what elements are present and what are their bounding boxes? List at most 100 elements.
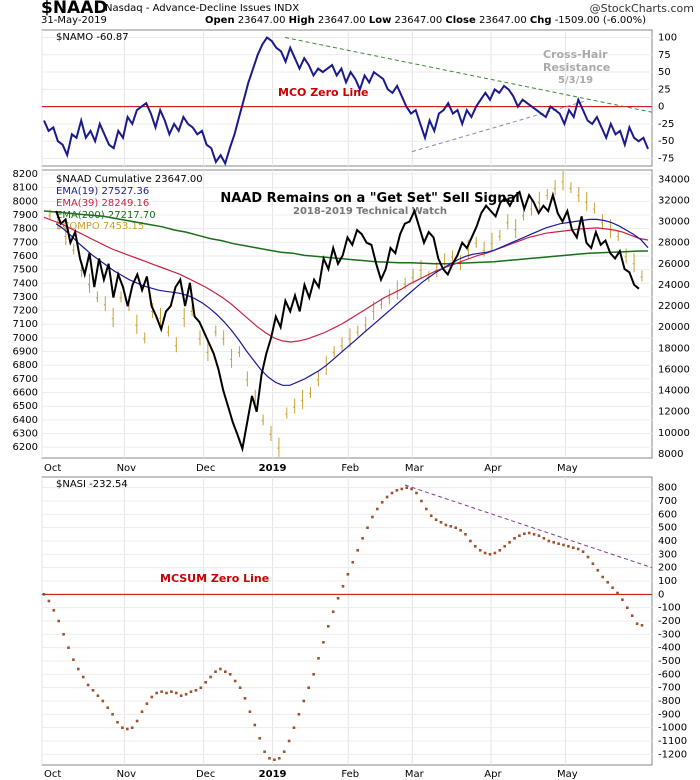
- nasi-point: [81, 675, 85, 679]
- nasi-tick-label: -600: [658, 669, 681, 680]
- symbol-label: $NAAD: [41, 0, 108, 18]
- crosshair-label: Cross-Hair: [543, 48, 608, 61]
- nasi-series-dots: [42, 486, 644, 761]
- naad-right-tick-label: 10000: [658, 428, 690, 439]
- nasi-point: [336, 597, 340, 600]
- naad-legend-ema19: EMA(19) 27527.36: [56, 186, 149, 197]
- open-value: 23647.00: [237, 15, 286, 26]
- nasi-point: [493, 551, 497, 555]
- month-label-bot: May: [557, 769, 578, 780]
- nasi-tick-label: 100: [658, 576, 677, 587]
- naad-left-tick-label: 7200: [13, 306, 38, 317]
- nasi-point: [204, 681, 207, 684]
- nasi-point: [86, 683, 90, 687]
- month-label-mid: Feb: [341, 463, 359, 474]
- nasi-point: [478, 549, 482, 552]
- naad-left-tick-label: 7600: [13, 251, 38, 262]
- nasi-point: [106, 706, 109, 709]
- nasi-point: [96, 694, 100, 697]
- nasi-tick-label: 600: [658, 509, 677, 520]
- nasi-point: [238, 686, 242, 689]
- nasi-point: [47, 599, 51, 603]
- nasi-point: [331, 610, 335, 613]
- namo-tick-label: 75: [658, 50, 671, 61]
- nasi-point: [287, 739, 291, 743]
- naad-left-tick-label: 7800: [13, 224, 38, 235]
- nasi-point: [263, 750, 266, 753]
- nasi-point: [199, 686, 203, 689]
- naad-right-tick-label: 14000: [658, 386, 690, 397]
- nasi-tick-label: -900: [658, 709, 681, 720]
- nasi-tick-label: 700: [658, 496, 677, 507]
- nasi-point: [518, 534, 521, 537]
- nasi-point: [567, 545, 570, 548]
- nasi-point: [459, 529, 462, 532]
- nasi-point: [356, 549, 359, 552]
- nasi-point: [581, 550, 585, 553]
- naad-left-tick-label: 8100: [13, 183, 38, 194]
- nasi-tick-label: -1000: [658, 723, 687, 734]
- mco-zero-label: MCO Zero Line: [278, 86, 369, 99]
- nasi-point: [209, 675, 212, 679]
- nasi-point: [601, 575, 604, 579]
- month-label-mid: May: [557, 463, 578, 474]
- nasi-point: [385, 495, 389, 499]
- nasi-point: [395, 489, 399, 492]
- nasi-point: [351, 561, 355, 564]
- nasi-point: [322, 641, 325, 644]
- nasi-point: [400, 487, 404, 491]
- nasi-point: [626, 606, 629, 609]
- naad-right-tick-label: 34000: [658, 174, 690, 185]
- naad-left-tick-label: 8000: [13, 196, 38, 207]
- nasi-point: [101, 699, 105, 703]
- nasi-point: [150, 695, 154, 699]
- nasi-point: [233, 679, 237, 683]
- nasi-point: [469, 539, 472, 543]
- naad-right-tick-label: 30000: [658, 217, 690, 228]
- nasi-point: [415, 491, 418, 495]
- month-label-bot: Feb: [341, 769, 359, 780]
- naad-right-tick-label: 18000: [658, 343, 690, 354]
- chg-label: Chg: [529, 15, 552, 26]
- nasi-point: [542, 537, 546, 540]
- naad-legend-ema200: EMA(200) 27217.70: [56, 210, 156, 221]
- naad-right-tick-label: 22000: [658, 301, 690, 312]
- month-label-mid: Mar: [405, 463, 425, 474]
- nasi-point: [488, 553, 492, 556]
- nasi-point: [621, 598, 624, 601]
- namo-series-line: [43, 36, 649, 166]
- resistance-label: Resistance: [543, 61, 610, 74]
- naad-right-tick-label: 28000: [658, 238, 690, 249]
- naad-left-tick-label: 7100: [13, 319, 38, 330]
- nasi-point: [297, 713, 301, 716]
- month-label-bot: 2019: [259, 769, 287, 780]
- namo-tick-label: -75: [658, 154, 674, 165]
- nasi-point: [513, 537, 516, 540]
- nasi-point: [179, 694, 183, 697]
- nasi-tick-label: -1200: [658, 749, 687, 760]
- source-label: @StockCharts.com: [589, 2, 694, 15]
- nasi-point: [67, 646, 70, 649]
- nasi-point: [42, 593, 46, 596]
- nasi-tick-label: -700: [658, 683, 681, 694]
- nasi-point: [307, 686, 310, 689]
- naad-left-tick-label: 7900: [13, 210, 38, 221]
- naad-left-tick-label: 6800: [13, 360, 38, 371]
- nasi-point: [537, 534, 541, 537]
- nasi-point: [498, 549, 502, 552]
- naad-subtitle: 2018-2019 Technical Watch: [293, 206, 447, 217]
- nasi-point: [410, 487, 413, 491]
- nasi-point: [52, 609, 56, 612]
- naad-left-tick-label: 6400: [13, 415, 38, 426]
- namo-tick-label: -25: [658, 119, 674, 130]
- nasi-point: [184, 693, 188, 696]
- namo-tick-label: 50: [658, 67, 671, 78]
- nasi-tick-label: -100: [658, 603, 681, 614]
- naad-legend-ema39: EMA(39) 28249.16: [56, 198, 149, 209]
- compo-price-bars: [48, 171, 643, 457]
- nasi-point: [630, 614, 634, 617]
- mcsum-zero-label: MCSUM Zero Line: [160, 572, 269, 585]
- naad-left-tick-label: 6300: [13, 429, 38, 440]
- month-label-mid: Apr: [484, 463, 502, 474]
- nasi-point: [135, 719, 139, 723]
